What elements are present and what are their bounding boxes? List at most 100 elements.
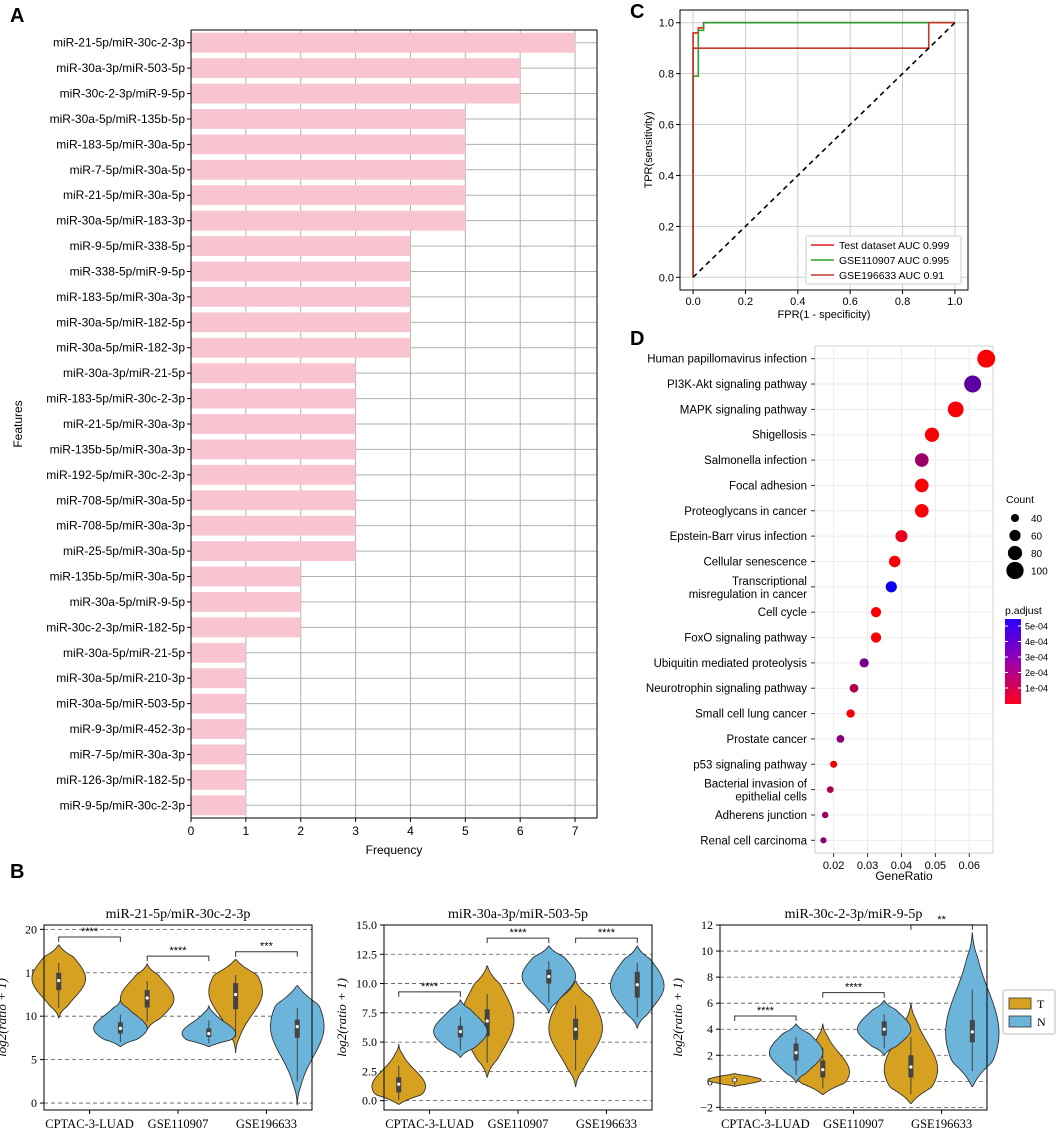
enrichment-dot (820, 837, 827, 844)
y-tick-label: 1.0 (659, 18, 674, 30)
enrichment-dot (870, 632, 882, 643)
size-legend-dot (1006, 561, 1024, 580)
panel-letter-d: D (630, 328, 644, 350)
category-label: miR-183-5p/miR-30a-3p (56, 290, 185, 304)
term-label: Proteoglycans in cancer (684, 506, 807, 518)
bar (191, 134, 466, 155)
violin-median (118, 1026, 122, 1030)
bar (191, 541, 356, 562)
category-label: miR-30a-5p/miR-210-3p (56, 671, 185, 685)
plot-panel (814, 345, 994, 854)
panel-d-dot-plot: 0.02 0.03 0.04 0.05 0.06 Human papillomavirus… (646, 345, 1048, 883)
term-label: p53 signaling pathway (693, 759, 807, 771)
y-tick-label: 2 (707, 1048, 713, 1062)
group-label: GSE196633 (576, 1117, 637, 1130)
size-legend-label: 60 (1031, 532, 1043, 543)
bar (191, 32, 576, 53)
y-tick-label: 10 (25, 1009, 37, 1023)
group-label: GSE110907 (148, 1117, 209, 1130)
legend-swatch (1008, 997, 1032, 1010)
category-label: miR-30a-5p/miR-135b-5p (50, 112, 186, 126)
enrichment-dot (964, 375, 982, 393)
enrichment-dot (836, 735, 845, 743)
legend-label: GSE110907 AUC 0.995 (839, 255, 949, 267)
color-legend-label: 4e-04 (1025, 637, 1048, 647)
enrichment-dot (914, 503, 929, 518)
category-label: miR-30a-5p/miR-183-3p (56, 214, 185, 228)
term-label: Cell cycle (758, 607, 807, 619)
color-legend-bar (1005, 619, 1021, 704)
x-tick-label: 1.0 (947, 296, 962, 308)
term-label: Bacterial invasion of epithelial cells (704, 779, 808, 804)
bar (191, 286, 411, 307)
x-tick-label: 0.8 (895, 296, 910, 308)
panel-c-roc-chart: 0.0 0.2 0.4 0.6 0.8 1.0 0.0 0.2 0.4 0.6 0.8 1.0 Test… (643, 9, 969, 321)
significance-bracket (575, 937, 638, 944)
category-label: miR-7-5p/miR-30a-3p (70, 747, 186, 761)
term-label-line: epithelial cells (735, 792, 807, 804)
group-label: GSE110907 (823, 1117, 884, 1130)
significance-bracket (146, 955, 210, 962)
legend-box (1002, 989, 1056, 1035)
violin-median (821, 1068, 825, 1072)
bar (191, 58, 521, 79)
term-label: Ubiquitin mediated proteolysis (654, 658, 808, 670)
x-tick-label: 5 (462, 824, 469, 838)
term-label: Focal adhesion (729, 480, 807, 492)
category-label: miR-9-5p/miR-30c-2-3p (60, 798, 186, 812)
bar (191, 109, 466, 129)
category-label: miR-30a-5p/miR-503-5p (56, 697, 185, 711)
x-tick-label: 0.4 (790, 296, 805, 308)
y-tick-label: 8 (707, 970, 713, 984)
bar (191, 83, 521, 104)
bar (191, 617, 301, 638)
significance-label: **** (421, 981, 439, 993)
size-legend-title: Count (1006, 494, 1034, 506)
term-label: Renal cell carcinoma (700, 835, 807, 847)
y-axis-label: log2(ratio + 1) (334, 978, 349, 1057)
significance-label: **** (169, 945, 187, 957)
y-axis-label: TPR(sensitivity) (643, 111, 655, 188)
violin-median (574, 1027, 578, 1031)
category-label: miR-183-5p/miR-30c-2-3p (46, 392, 185, 406)
bar (191, 261, 411, 282)
group-label: GSE110907 (488, 1117, 549, 1130)
significance-bracket (235, 951, 298, 957)
bar (191, 719, 246, 739)
violin-title: miR-21-5p/miR-30c-2-3p (106, 907, 251, 922)
group-label: CPTAC-3-LUAD (721, 1117, 810, 1130)
enrichment-dot (914, 478, 929, 493)
violin-title: miR-30a-3p/miR-503-5p (448, 907, 588, 922)
y-tick-label: 12.5 (356, 947, 377, 961)
category-label: miR-183-5p/miR-30a-5p (56, 137, 185, 151)
term-label: Shigellosis (752, 430, 807, 442)
category-label: miR-135b-5p/miR-30a-5p (50, 570, 186, 584)
enrichment-dot (977, 349, 996, 368)
category-label: miR-30a-5p/miR-182-5p (56, 315, 185, 329)
x-axis-label: GeneRatio (875, 869, 933, 883)
significance-label: **** (509, 927, 527, 939)
violin-median (882, 1027, 886, 1031)
category-label: miR-7-5p/miR-30a-5p (70, 163, 186, 177)
size-legend-label: 40 (1031, 514, 1043, 525)
term-label: MAPK signaling pathway (680, 404, 807, 416)
term-label: Small cell lung cancer (695, 709, 807, 721)
significance-bracket (734, 1015, 797, 1022)
enrichment-dot (924, 427, 940, 442)
enrichment-dot (885, 581, 897, 593)
y-tick-label: 0.8 (659, 69, 674, 81)
enrichment-dot (821, 811, 829, 819)
legend-box (805, 235, 962, 285)
significance-label: *** (260, 941, 274, 953)
category-label: miR-30a-3p/miR-21-5p (63, 366, 185, 380)
enrichment-dot (947, 401, 964, 418)
term-label: Epstein-Barr virus infection (670, 531, 807, 543)
panel-letter-a: A (10, 5, 24, 27)
size-legend-label: 80 (1031, 549, 1043, 560)
term-label: Salmonella infection (704, 455, 807, 467)
legend-swatch (1008, 1015, 1032, 1028)
term-label: Adherens junction (715, 810, 807, 822)
violin-median (970, 1030, 974, 1034)
term-label: Neurotrophin signaling pathway (646, 683, 807, 695)
y-tick-label: 5.0 (362, 1035, 377, 1049)
